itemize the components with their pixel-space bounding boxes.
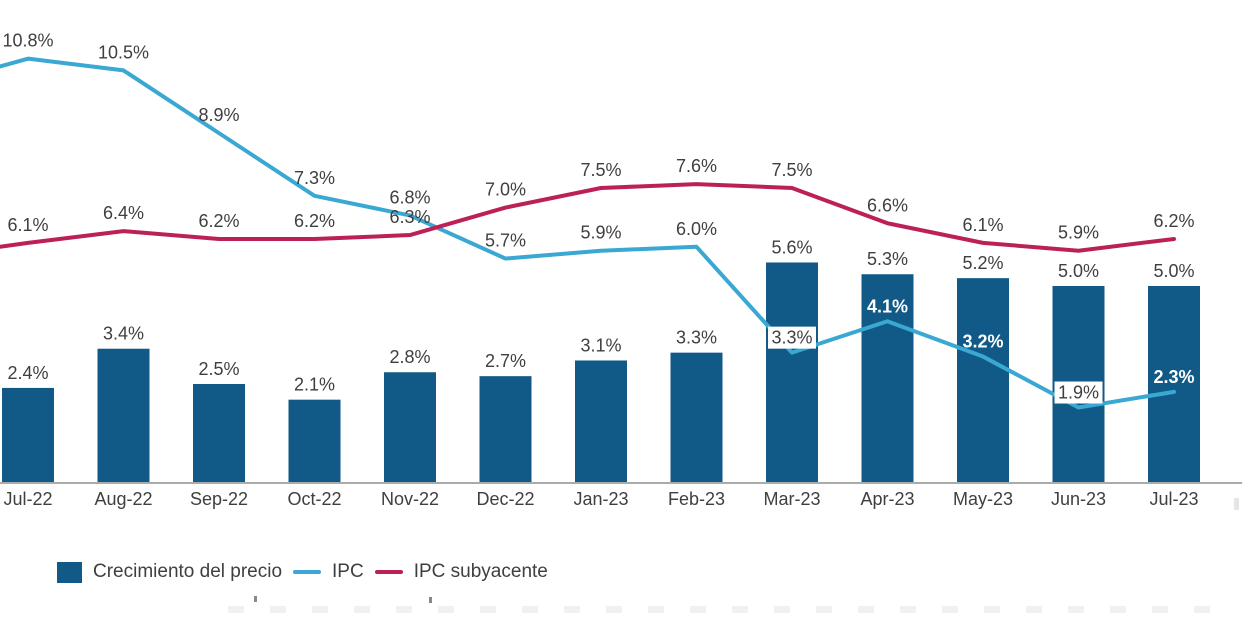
bar-Jul-22 [2,387,54,482]
bar-value-label: 3.4% [103,324,144,344]
ipc-value-label: 2.3% [1153,367,1194,387]
ipc-line [0,56,1176,410]
clipped-text-speck [429,597,432,603]
bar-Oct-22 [288,399,341,482]
bar-Jul-23 [1148,286,1200,482]
x-axis-label: Jan-23 [573,489,628,509]
x-axis-label: Jul-22 [3,489,52,509]
core-ipc-value-label: 6.2% [294,211,335,231]
ipc-value-label: 5.9% [580,223,621,243]
core-ipc-value-label: 5.9% [1058,223,1099,243]
core-ipc-value-label: 7.6% [676,156,717,176]
x-axis-label: May-23 [953,489,1013,509]
bar-value-label: 2.5% [198,359,239,379]
x-axis-label: Aug-22 [94,489,152,509]
bar-value-label: 2.4% [7,363,48,383]
bar-value-label: 2.7% [485,351,526,371]
legend-bar-swatch [57,561,82,583]
legend-label-ipc: IPC [332,561,364,582]
bar-Feb-23 [670,352,723,482]
x-axis-label: Feb-23 [668,489,725,509]
legend-label-core-ipc: IPC subyacente [413,561,548,582]
bar-value-label: 2.1% [294,375,335,395]
bar-Aug-22 [97,348,150,482]
x-axis-label: Mar-23 [763,489,820,509]
ipc-value-label: 3.3% [771,328,812,348]
legend: Crecimiento del precio IPC IPC subyacent… [57,558,548,586]
bar-Nov-22 [384,372,436,482]
ipc-value-label: 5.7% [485,231,526,251]
ipc-value-label: 8.9% [198,105,239,125]
core-ipc-value-label: 6.6% [867,195,908,215]
bar-Mar-23 [766,262,818,482]
ipc-value-label: 7.3% [294,168,335,188]
core-ipc-value-label: 7.0% [485,180,526,200]
bar-value-label: 5.0% [1153,261,1194,281]
bar-May-23 [957,278,1009,482]
core-ipc-value-label: 6.3% [389,207,430,227]
x-axis-label: Sep-22 [190,489,248,509]
combo-chart: 2.4% 3.4% 2.5% 2.1% 2.8% 2.7% 3.1% 3.3% 5.6% 5.3%… [0,31,1242,509]
clipped-label-fragment [1234,498,1239,510]
legend-core-line-swatch [374,570,403,574]
core-ipc-value-label: 6.4% [103,203,144,223]
ipc-value-label: 3.2% [962,332,1003,352]
bar-Sep-22 [193,384,245,482]
bar-value-label: 5.2% [962,253,1003,273]
core-ipc-value-label: 6.2% [1153,211,1194,231]
ipc-value-label: 6.0% [676,219,717,239]
core-ipc-value-label: 6.1% [962,215,1003,235]
core-ipc-line [0,182,1176,253]
ipc-label-box [768,326,816,349]
core-ipc-value-label: 7.5% [771,160,812,180]
bar-value-label: 5.6% [771,237,812,257]
x-axis-label: Jul-23 [1149,489,1198,509]
bar-value-label: 5.3% [867,249,908,269]
x-axis-label: Jun-23 [1051,489,1106,509]
clipped-text-speck [254,596,257,602]
bar-value-label: 3.1% [580,335,621,355]
ipc-label-box [1054,381,1103,404]
core-ipc-value-label: 7.5% [580,160,621,180]
legend-label-price-growth: Crecimiento del precio [93,561,283,582]
bar-Apr-23 [861,274,914,482]
core-ipc-value-label: 6.1% [7,215,48,235]
bar-value-label: 2.8% [389,347,430,367]
x-axis-label: Dec-22 [476,489,534,509]
ipc-value-label: 10.5% [98,42,149,62]
bar-value-label: 3.3% [676,328,717,348]
bar-Jan-23 [575,360,627,482]
legend-ipc-line-swatch [293,570,322,574]
bar-value-label: 5.0% [1058,261,1099,281]
bar-Dec-22 [479,376,532,482]
core-ipc-value-label: 6.2% [198,211,239,231]
ipc-value-label: 6.8% [389,187,430,207]
ipc-value-label: 4.1% [867,296,908,316]
ipc-value-label: 1.9% [1058,383,1099,403]
x-axis-label: Apr-23 [860,489,914,509]
ipc-value-label: 10.8% [2,31,53,51]
clipped-text-remnants [228,606,1232,613]
x-axis-label: Oct-22 [287,489,341,509]
x-axis-label: Nov-22 [381,489,439,509]
